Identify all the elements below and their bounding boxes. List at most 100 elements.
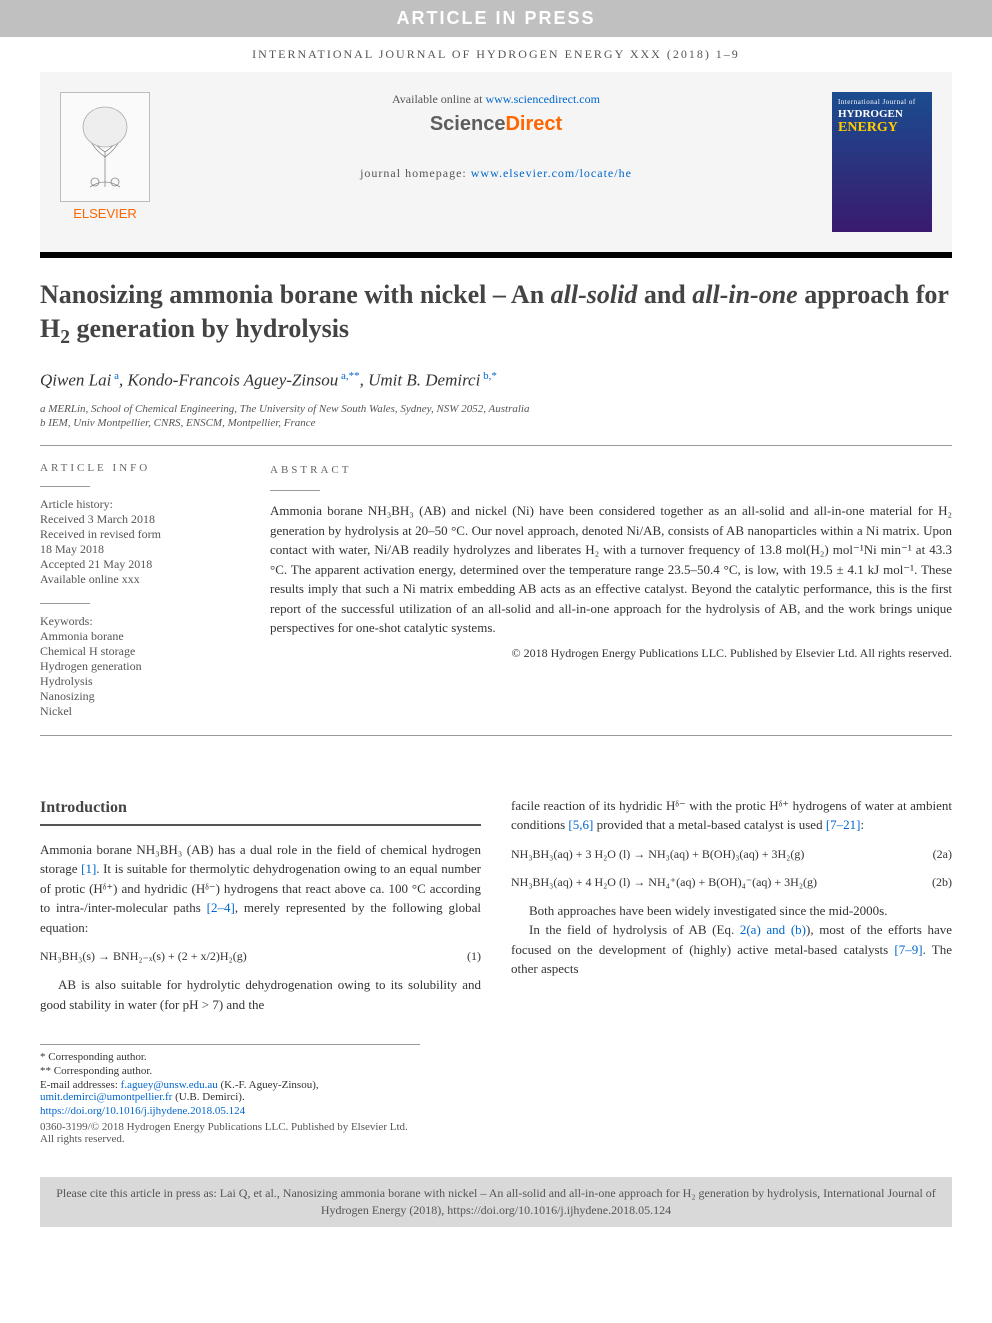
sd-direct: Direct xyxy=(505,113,562,135)
author-2: Kondo-Francois Aguey-Zinsou xyxy=(127,371,338,390)
abstract-head: ABSTRACT xyxy=(270,462,952,479)
received-date: Received 3 March 2018 xyxy=(40,512,240,527)
available-label: Available online at xyxy=(392,92,485,106)
left-column: Introduction Ammonia borane NH₃BH₃ (AB) … xyxy=(40,796,481,1015)
introduction-heading: Introduction xyxy=(40,796,481,820)
eq2b-body: NH₃BH₃(aq) + 4 H₂O (l) → NH₄⁺(aq) + B(OH… xyxy=(511,873,817,891)
divider-2 xyxy=(40,735,952,736)
title-p4: all-in-one xyxy=(692,280,797,309)
p5a: In the field of hydrolysis of AB (Eq. xyxy=(529,922,740,937)
p3c: : xyxy=(861,817,865,832)
keyword-3: Hydrolysis xyxy=(40,674,240,689)
section-rule xyxy=(40,824,481,826)
equation-2b: NH₃BH₃(aq) + 4 H₂O (l) → NH₄⁺(aq) + B(OH… xyxy=(511,873,952,891)
email-line: E-mail addresses: f.aguey@unsw.edu.au (K… xyxy=(40,1079,420,1103)
title-p7: generation by hydrolysis xyxy=(70,314,349,343)
ref-2-4[interactable]: [2–4] xyxy=(207,900,235,915)
revised-date-1: Received in revised form xyxy=(40,527,240,542)
cover-line1: International Journal of xyxy=(838,98,926,106)
eq2a-body: NH₃BH₃(aq) + 3 H₂O (l) → NH₃(aq) + B(OH)… xyxy=(511,845,804,863)
sep2: , xyxy=(360,371,369,390)
abstract-rule xyxy=(270,490,320,491)
intro-para-1: Ammonia borane NH₃BH₃ (AB) has a dual ro… xyxy=(40,840,481,938)
revised-date-2: 18 May 2018 xyxy=(40,542,240,557)
elsevier-logo-block: ELSEVIER xyxy=(60,92,150,221)
eq2b-num: (2b) xyxy=(916,873,952,891)
eq2a-num: (2a) xyxy=(916,845,952,863)
eq1-num: (1) xyxy=(445,947,481,965)
article-content: Nanosizing ammonia borane with nickel – … xyxy=(40,258,952,1165)
author-1: Qiwen Lai xyxy=(40,371,111,390)
title-p1: Nanosizing ammonia borane with nickel – … xyxy=(40,280,551,309)
citation-box: Please cite this article in press as: La… xyxy=(40,1177,952,1227)
doi-link[interactable]: https://doi.org/10.1016/j.ijhydene.2018.… xyxy=(40,1105,420,1117)
keyword-2: Hydrogen generation xyxy=(40,659,240,674)
p3b: provided that a metal-based catalyst is … xyxy=(593,817,825,832)
footnote-1: * Corresponding author. xyxy=(40,1051,420,1063)
title-p2: all-solid xyxy=(551,280,638,309)
intro-para-2: AB is also suitable for hydrolytic dehyd… xyxy=(40,975,481,1014)
right-column: facile reaction of its hydridic Hᵟ⁻ with… xyxy=(511,796,952,1015)
journal-reference: INTERNATIONAL JOURNAL OF HYDROGEN ENERGY… xyxy=(0,37,992,72)
email-1-who: (K.-F. Aguey-Zinsou), xyxy=(218,1079,319,1091)
footnotes: * Corresponding author. ** Corresponding… xyxy=(40,1044,420,1145)
article-info-head: ARTICLE INFO xyxy=(40,462,240,474)
keyword-5: Nickel xyxy=(40,704,240,719)
email-1[interactable]: f.aguey@unsw.edu.au xyxy=(121,1079,218,1091)
equation-2a: NH₃BH₃(aq) + 3 H₂O (l) → NH₃(aq) + B(OH)… xyxy=(511,845,952,863)
eq1-body: NH₃BH₃(s) → BNH₂₋ₓ(s) + (2 + x/2)H₂(g) xyxy=(40,947,247,965)
title-p3: and xyxy=(637,280,692,309)
accepted-date: Accepted 21 May 2018 xyxy=(40,557,240,572)
keyword-0: Ammonia borane xyxy=(40,629,240,644)
cover-line2: HYDROGEN xyxy=(838,108,926,120)
ref-eq2ab[interactable]: 2(a) and (b) xyxy=(740,922,806,937)
ref-5-6[interactable]: [5,6] xyxy=(568,817,593,832)
meta-row: ARTICLE INFO Article history: Received 3… xyxy=(40,462,952,719)
abstract-copyright: © 2018 Hydrogen Energy Publications LLC.… xyxy=(270,644,952,662)
sciencedirect-link[interactable]: www.sciencedirect.com xyxy=(485,92,600,106)
elsevier-wordmark: ELSEVIER xyxy=(60,206,150,221)
keyword-1: Chemical H storage xyxy=(40,644,240,659)
homepage-label: journal homepage: xyxy=(360,166,471,180)
intro-para-4: Both approaches have been widely investi… xyxy=(511,901,952,921)
keywords-label: Keywords: xyxy=(40,614,240,629)
issn-copyright: 0360-3199/© 2018 Hydrogen Energy Publica… xyxy=(40,1121,420,1145)
authors-line: Qiwen Lai a, Kondo-Francois Aguey-Zinsou… xyxy=(40,370,952,391)
ref-7-9[interactable]: [7–9] xyxy=(894,942,922,957)
header-center: Available online at www.sciencedirect.co… xyxy=(60,92,932,181)
journal-homepage: journal homepage: www.elsevier.com/locat… xyxy=(180,166,812,181)
info-rule xyxy=(40,486,90,487)
equation-1: NH₃BH₃(s) → BNH₂₋ₓ(s) + (2 + x/2)H₂(g) (… xyxy=(40,947,481,965)
body-columns: Introduction Ammonia borane NH₃BH₃ (AB) … xyxy=(40,796,952,1015)
intro-para-3: facile reaction of its hydridic Hᵟ⁻ with… xyxy=(511,796,952,835)
article-title: Nanosizing ammonia borane with nickel – … xyxy=(40,278,952,350)
cover-line3: ENERGY xyxy=(838,120,926,136)
available-online-text: Available online at www.sciencedirect.co… xyxy=(180,92,812,107)
ref-1[interactable]: [1] xyxy=(81,861,96,876)
affiliation-a: a MERLin, School of Chemical Engineering… xyxy=(40,403,952,415)
title-sub: 2 xyxy=(60,327,70,348)
keyword-4: Nanosizing xyxy=(40,689,240,704)
online-date: Available online xxx xyxy=(40,572,240,587)
abstract-body: Ammonia borane NH₃BH₃ (AB) and nickel (N… xyxy=(270,501,952,638)
email-2[interactable]: umit.demirci@umontpellier.fr xyxy=(40,1091,172,1103)
email-label: E-mail addresses: xyxy=(40,1079,121,1091)
sciencedirect-logo: ScienceDirect xyxy=(180,113,812,136)
header-box: ELSEVIER International Journal of HYDROG… xyxy=(40,72,952,252)
affiliation-b: b IEM, Univ Montpellier, CNRS, ENSCM, Mo… xyxy=(40,417,952,429)
article-info-column: ARTICLE INFO Article history: Received 3… xyxy=(40,462,240,719)
intro-para-5: In the field of hydrolysis of AB (Eq. 2(… xyxy=(511,920,952,979)
divider-1 xyxy=(40,445,952,446)
author-3-aff[interactable]: b,* xyxy=(480,370,497,382)
article-in-press-banner: ARTICLE IN PRESS xyxy=(0,0,992,37)
author-1-aff[interactable]: a xyxy=(111,370,119,382)
author-2-aff[interactable]: a,** xyxy=(338,370,359,382)
abstract-column: ABSTRACT Ammonia borane NH₃BH₃ (AB) and … xyxy=(270,462,952,719)
history-label: Article history: xyxy=(40,497,240,512)
elsevier-tree-icon xyxy=(60,92,150,202)
author-3: Umit B. Demirci xyxy=(368,371,480,390)
ref-7-21[interactable]: [7–21] xyxy=(826,817,861,832)
journal-cover-thumbnail: International Journal of HYDROGEN ENERGY xyxy=(832,92,932,232)
footnote-2: ** Corresponding author. xyxy=(40,1065,420,1077)
homepage-link[interactable]: www.elsevier.com/locate/he xyxy=(471,166,632,180)
